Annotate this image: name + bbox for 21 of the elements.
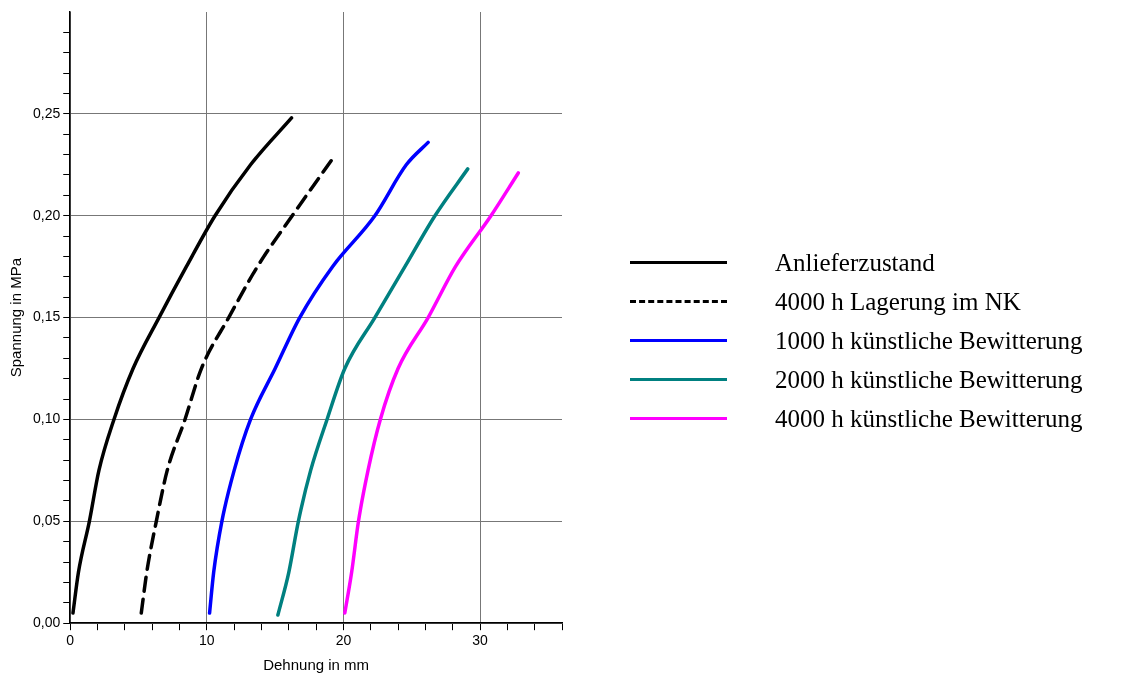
x-tick-label: 30 bbox=[472, 632, 489, 649]
x-tick-label: 20 bbox=[335, 632, 352, 649]
y-tick-label: 0,20 bbox=[33, 206, 61, 223]
legend-label: 4000 h künstliche Bewitterung bbox=[775, 404, 1083, 433]
x-tick-label: 0 bbox=[66, 632, 75, 649]
y-tick-label: 0,15 bbox=[33, 308, 61, 325]
x-axis-title: Dehnung in mm bbox=[263, 656, 370, 674]
x-tick-label: 10 bbox=[199, 632, 215, 649]
y-tick-label: 0,00 bbox=[33, 614, 61, 631]
legend-label: 4000 h Lagerung im NK bbox=[775, 287, 1021, 316]
line-series bbox=[139, 158, 333, 615]
y-tick-label: 0,25 bbox=[33, 104, 61, 121]
legend-label: 2000 h künstliche Bewitterung bbox=[775, 365, 1083, 394]
line-series bbox=[343, 171, 521, 615]
y-tick-label: 0,05 bbox=[33, 512, 61, 529]
legend-label: 1000 h künstliche Bewitterung bbox=[775, 326, 1083, 355]
y-tick-label: 0,10 bbox=[33, 410, 61, 427]
line-series bbox=[207, 140, 430, 615]
line-series bbox=[276, 167, 470, 617]
y-axis-title: Spannung in MPa bbox=[7, 257, 25, 378]
legend-label: Anlieferzustand bbox=[775, 248, 935, 277]
